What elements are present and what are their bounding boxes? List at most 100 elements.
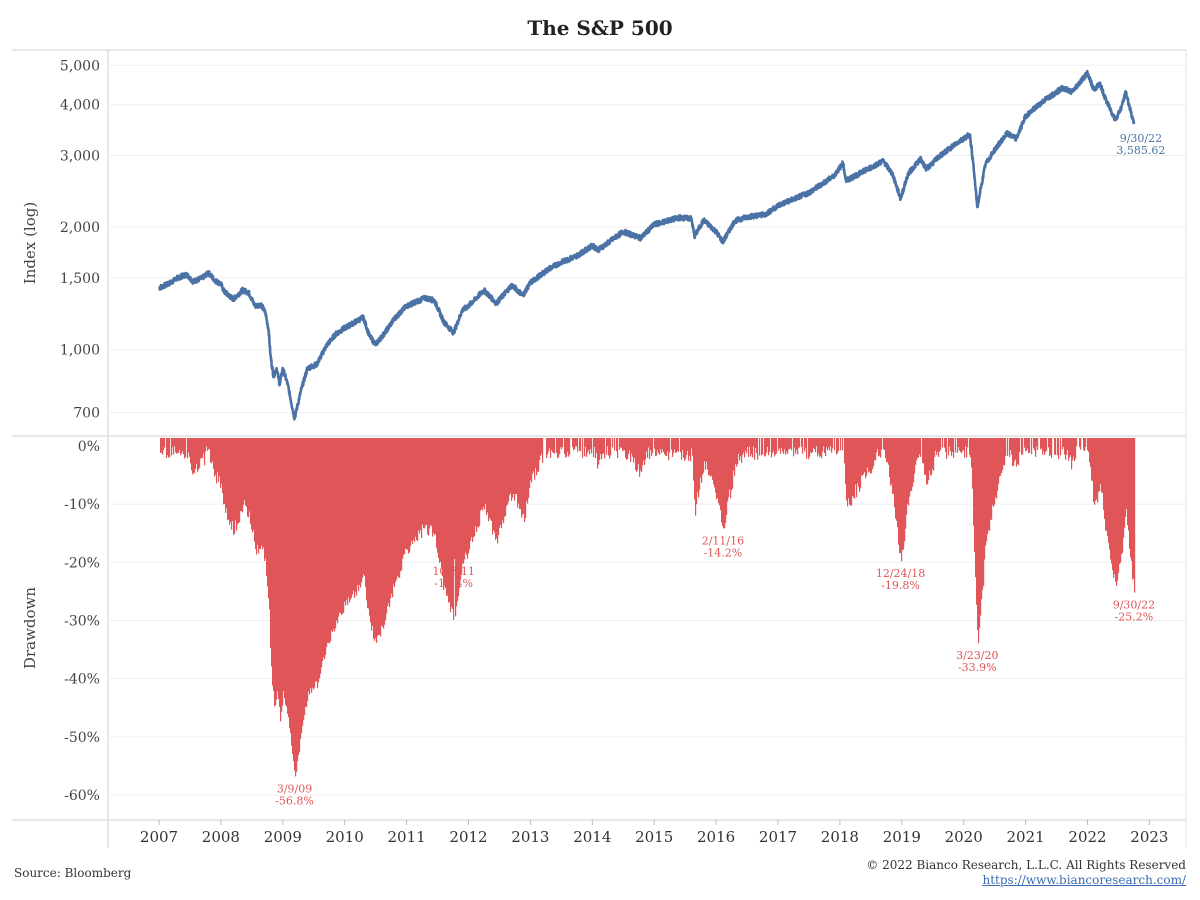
drawdown-bar: [439, 438, 441, 563]
drawdown-bar: [868, 438, 870, 473]
drawdown-bar: [1067, 438, 1069, 451]
drawdown-bar: [580, 438, 582, 452]
drawdown-bar: [896, 438, 898, 521]
drawdown-bar: [177, 438, 179, 453]
drawdown-bar: [967, 438, 969, 448]
drawdown-bar: [582, 438, 584, 458]
drawdown-bar: [594, 438, 596, 448]
drawdown-bar: [287, 438, 289, 714]
drawdown-bar: [587, 438, 589, 453]
drawdown-bar: [486, 438, 488, 515]
drawdown-bar: [986, 438, 988, 542]
drawdown-bar: [209, 438, 211, 450]
drawdown-bar: [942, 438, 944, 448]
drawdown-bar: [470, 438, 472, 541]
drawdown-bar: [766, 438, 768, 453]
drawdown-bar: [480, 438, 482, 511]
drawdown-bar: [1065, 438, 1067, 460]
drawdown-bar: [1043, 438, 1045, 452]
drawdown-bar: [660, 438, 662, 450]
drawdown-bar: [994, 438, 996, 505]
drawdown-bar: [981, 438, 983, 600]
drawdown-bar: [310, 438, 312, 689]
drawdown-bar: [479, 438, 481, 526]
drawdown-bar: [685, 438, 687, 459]
x-tick-label: 2017: [759, 828, 797, 846]
drawdown-bar: [930, 438, 932, 476]
drawdown-bar: [598, 438, 600, 465]
drawdown-bar: [716, 438, 718, 500]
drawdown-bar: [515, 438, 517, 495]
drawdown-bar: [985, 438, 987, 546]
drawdown-bar: [880, 438, 882, 458]
drawdown-bar: [290, 438, 292, 734]
drawdown-bar: [987, 438, 989, 535]
drawdown-bar: [379, 438, 381, 635]
drawdown-bar: [200, 438, 202, 459]
drawdown-bar: [273, 438, 275, 691]
drawdown-bar: [1035, 438, 1037, 457]
drawdown-bar: [927, 438, 929, 485]
drawdown-bar: [424, 438, 426, 529]
drawdown-bar: [788, 438, 790, 450]
index-annotation-date: 9/30/22: [1120, 132, 1162, 145]
drawdown-bar: [391, 438, 393, 594]
drawdown-bar: [1113, 438, 1115, 578]
drawdown-bar: [1107, 438, 1109, 537]
drawdown-bar: [922, 438, 924, 463]
drawdown-bar: [755, 438, 757, 448]
drawdown-bar: [392, 438, 394, 598]
drawdown-bar: [188, 438, 190, 453]
drawdown-bar: [484, 438, 486, 510]
index-axis-label: Index (log): [21, 202, 39, 284]
drawdown-bar: [455, 438, 457, 617]
drawdown-tick-label: -60%: [64, 788, 100, 804]
drawdown-bar: [840, 438, 842, 451]
drawdown-bar: [759, 438, 761, 456]
x-tick-label: 2021: [1007, 828, 1045, 846]
drawdown-bar: [983, 438, 985, 586]
drawdown-bar: [825, 438, 827, 457]
drawdown-bar: [750, 438, 752, 457]
drawdown-bar: [672, 438, 674, 457]
drawdown-bar: [167, 438, 169, 456]
drawdown-bar: [732, 438, 734, 489]
drawdown-bar: [684, 438, 686, 461]
drawdown-bar: [743, 438, 745, 453]
drawdown-bar: [561, 438, 563, 450]
drawdown-bar: [342, 438, 344, 614]
drawdown-bar: [519, 438, 521, 510]
drawdown-bar: [572, 438, 574, 448]
drawdown-bar: [509, 438, 511, 496]
drawdown-bar: [600, 438, 602, 455]
drawdown-bar: [427, 438, 429, 535]
drawdown-bar: [1076, 438, 1078, 447]
drawdown-bar: [345, 438, 347, 606]
drawdown-bar: [838, 438, 840, 451]
drawdown-bar: [1001, 438, 1003, 474]
drawdown-bar: [603, 438, 605, 454]
drawdown-bar: [169, 438, 171, 458]
drawdown-bar: [1110, 438, 1112, 560]
drawdown-bar: [210, 438, 212, 463]
drawdown-bar: [714, 438, 716, 488]
drawdown-annotation-date: 2/11/16: [702, 535, 744, 548]
drawdown-bar: [236, 438, 238, 531]
drawdown-bar: [704, 438, 706, 462]
drawdown-bar: [936, 438, 938, 455]
website-link[interactable]: https://www.biancoresearch.com/: [982, 873, 1186, 887]
drawdown-bar: [730, 438, 732, 499]
drawdown-bar: [1002, 438, 1004, 471]
x-tick-label: 2010: [326, 828, 364, 846]
drawdown-bar: [437, 438, 439, 553]
drawdown-bar: [589, 438, 591, 455]
drawdown-bar: [713, 438, 715, 485]
drawdown-bar: [1040, 438, 1042, 450]
drawdown-bar: [1049, 438, 1051, 457]
drawdown-bar: [1089, 438, 1091, 463]
drawdown-bar: [965, 438, 967, 447]
drawdown-bar: [457, 438, 459, 602]
drawdown-bar: [876, 438, 878, 453]
drawdown-bar: [1005, 438, 1007, 457]
drawdown-bar: [1003, 438, 1005, 466]
